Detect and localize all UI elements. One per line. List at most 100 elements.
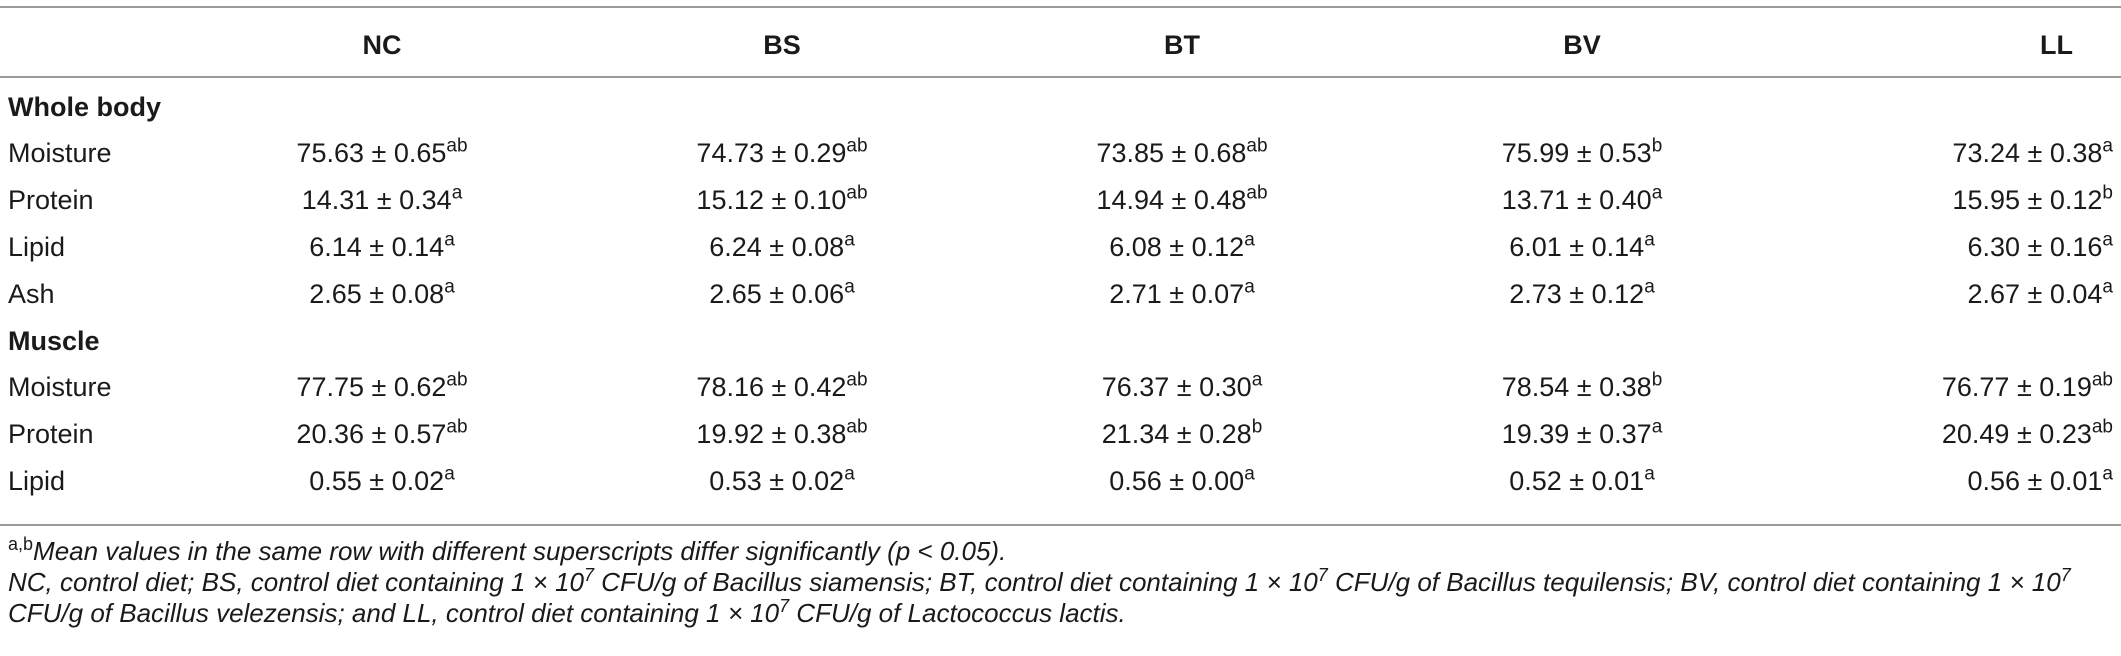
table-cell: 19.92 ± 0.38ab	[582, 411, 982, 458]
mean-value: 15.95	[1952, 185, 2020, 215]
column-header: BV	[1563, 30, 1601, 60]
plus-minus: ±	[371, 138, 387, 168]
se-value: 0.16	[2049, 232, 2103, 262]
abbrev-text: CFU/g of Lactococcus lactis.	[789, 598, 1126, 628]
se-value: 0.14	[391, 232, 445, 262]
se-value: 0.00	[1191, 466, 1245, 496]
mean-value: 2.67	[1967, 279, 2020, 309]
row-label: Lipid	[8, 232, 66, 262]
table-cell: 15.95 ± 0.12b	[1782, 177, 2121, 224]
significance-letter: a	[444, 463, 455, 485]
se-value: 0.34	[399, 185, 452, 215]
mean-value: 2.65	[709, 279, 762, 309]
se-value: 0.10	[793, 185, 847, 215]
se-value: 0.29	[793, 138, 847, 168]
se-value: 0.14	[1591, 232, 1645, 262]
significance-letter: a	[1644, 229, 1655, 251]
table-cell: 6.08 ± 0.12a	[982, 224, 1382, 271]
significance-letter: ab	[846, 135, 868, 157]
table-footnotes: a,bMean values in the same row with diff…	[8, 532, 2118, 629]
mean-value: 73.85	[1096, 138, 1164, 168]
table-cell: 6.30 ± 0.16a	[1782, 224, 2121, 271]
plus-minus: ±	[1169, 279, 1185, 309]
exponent: 7	[1317, 565, 1328, 586]
se-value: 0.12	[2049, 185, 2103, 215]
plus-minus: ±	[1569, 279, 1585, 309]
plus-minus: ±	[771, 419, 787, 449]
table-cell: 75.99 ± 0.53b	[1382, 130, 1782, 177]
significance-letter: ab	[1246, 135, 1268, 157]
abbrev-text: CFU/g of Bacillus tequilensis; BV, contr…	[1327, 567, 2061, 597]
table-cell: 75.63 ± 0.65ab	[182, 130, 582, 177]
mean-value: 6.08	[1109, 232, 1162, 262]
plus-minus: ±	[2016, 419, 2032, 449]
column-header: BS	[763, 30, 801, 60]
plus-minus: ±	[1569, 466, 1585, 496]
header-rule	[0, 76, 2121, 78]
se-value: 0.38	[2049, 138, 2103, 168]
row-label: Lipid	[8, 466, 66, 496]
mean-value: 78.54	[1501, 372, 1570, 402]
plus-minus: ±	[769, 466, 785, 496]
se-value: 0.62	[393, 372, 447, 402]
se-value: 0.42	[793, 372, 847, 402]
plus-minus: ±	[1171, 185, 1187, 215]
exponent: 7	[583, 565, 594, 586]
table-cell: 73.24 ± 0.38a	[1782, 130, 2121, 177]
significance-letter: b	[1251, 416, 1263, 438]
exponent: 7	[2060, 565, 2071, 586]
se-value: 0.30	[1199, 372, 1252, 402]
mean-value: 14.94	[1096, 185, 1164, 215]
table-cell: 6.14 ± 0.14a	[182, 224, 582, 271]
table-row: Lipid 6.14 ± 0.14a 6.24 ± 0.08a 6.08 ± 0.12…	[0, 224, 2121, 271]
column-header: LL	[2040, 30, 2073, 60]
table-cell: 78.54 ± 0.38b	[1382, 364, 1782, 411]
significance-letter: ab	[1246, 182, 1268, 204]
plus-minus: ±	[1576, 138, 1592, 168]
significance-letter: a	[2102, 229, 2113, 251]
se-value: 0.38	[1599, 372, 1652, 402]
plus-minus: ±	[371, 419, 387, 449]
se-value: 0.38	[793, 419, 847, 449]
composition-table: NC BS BT BV LL Whole body Moisture 75.63 ±…	[0, 10, 2121, 505]
se-value: 0.12	[1591, 279, 1645, 309]
table-cell: 15.12 ± 0.10ab	[582, 177, 982, 224]
table-cell: 77.75 ± 0.62ab	[182, 364, 582, 411]
table-row: Protein 20.36 ± 0.57ab 19.92 ± 0.38ab 21.34…	[0, 411, 2121, 458]
column-header: NC	[362, 30, 402, 60]
mean-value: 0.52	[1509, 466, 1562, 496]
plus-minus: ±	[1169, 232, 1185, 262]
mean-value: 13.71	[1501, 185, 1570, 215]
se-value: 0.19	[2039, 372, 2092, 402]
se-value: 0.04	[2049, 279, 2103, 309]
table-cell: 14.94 ± 0.48ab	[982, 177, 1382, 224]
plus-minus: ±	[769, 232, 785, 262]
se-value: 0.01	[2049, 466, 2103, 496]
table-row: Moisture 75.63 ± 0.65ab 74.73 ± 0.29ab 73.8…	[0, 130, 2121, 177]
significance-letter: ab	[446, 369, 468, 391]
significance-letter: b	[1651, 369, 1663, 391]
significance-letter: a	[1244, 276, 1255, 298]
significance-letter: ab	[846, 416, 868, 438]
mean-value: 2.71	[1109, 279, 1162, 309]
row-label: Ash	[8, 279, 55, 309]
abbrev-text: NC, control diet; BS, control diet conta…	[8, 567, 584, 597]
mean-value: 6.01	[1509, 232, 1562, 262]
table-body: Whole body Moisture 75.63 ± 0.65ab 74.73 ± …	[0, 84, 2121, 505]
se-value: 0.06	[791, 279, 845, 309]
bottom-rule	[0, 524, 2121, 526]
top-rule	[0, 6, 2121, 8]
section-row: Whole body	[0, 84, 2121, 130]
significance-letter: a	[844, 463, 855, 485]
plus-minus: ±	[2027, 232, 2043, 262]
mean-value: 21.34	[1101, 419, 1170, 449]
significance-letter: a	[1251, 369, 1263, 391]
plus-minus: ±	[2027, 466, 2043, 496]
column-header: BT	[1164, 30, 1200, 60]
mean-value: 20.36	[296, 419, 364, 449]
se-value: 0.08	[791, 232, 845, 262]
mean-value: 19.92	[696, 419, 764, 449]
significance-letter: a	[451, 182, 463, 204]
plus-minus: ±	[771, 185, 787, 215]
